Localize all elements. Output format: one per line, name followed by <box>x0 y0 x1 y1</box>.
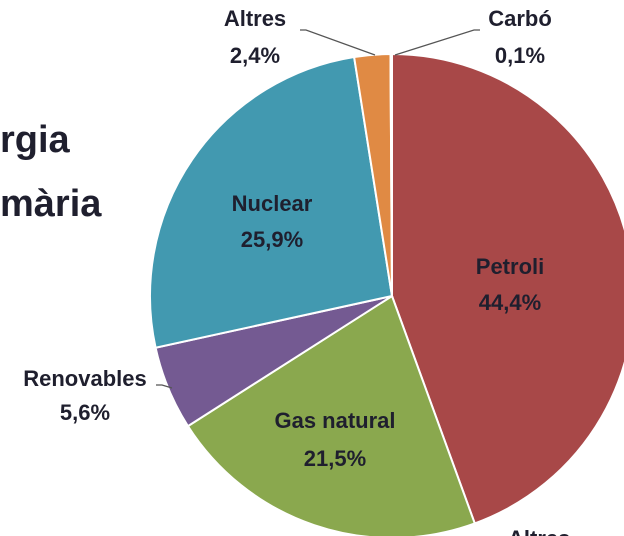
slice-label: Gas natural <box>274 408 395 433</box>
slice-value-label: 5,6% <box>60 400 110 425</box>
slice-value-label: 2,4% <box>230 43 280 68</box>
slice-label: Petroli <box>476 254 544 279</box>
slice-label: Altres <box>224 6 286 31</box>
pie-slice <box>389 52 393 297</box>
annotation: Altres <box>508 526 570 536</box>
leader-line <box>394 29 480 56</box>
pie <box>149 52 624 536</box>
pie-slice <box>186 294 477 536</box>
slice-label: Renovables <box>23 366 147 391</box>
chart-title-line: rgia <box>0 119 71 161</box>
pie-slice <box>391 52 624 525</box>
slice-value-label: 0,1% <box>495 43 545 68</box>
slice-label: Carbó <box>488 6 552 31</box>
leader-line <box>300 29 376 56</box>
slice-value-label: 44,4% <box>479 290 541 315</box>
slice-label: Nuclear <box>232 191 313 216</box>
slice-value-label: 21,5% <box>304 446 366 471</box>
chart-title-line: mària <box>0 183 102 225</box>
pie-slice <box>149 55 394 349</box>
slice-value-label: 25,9% <box>241 227 303 252</box>
leader-line <box>156 384 173 389</box>
